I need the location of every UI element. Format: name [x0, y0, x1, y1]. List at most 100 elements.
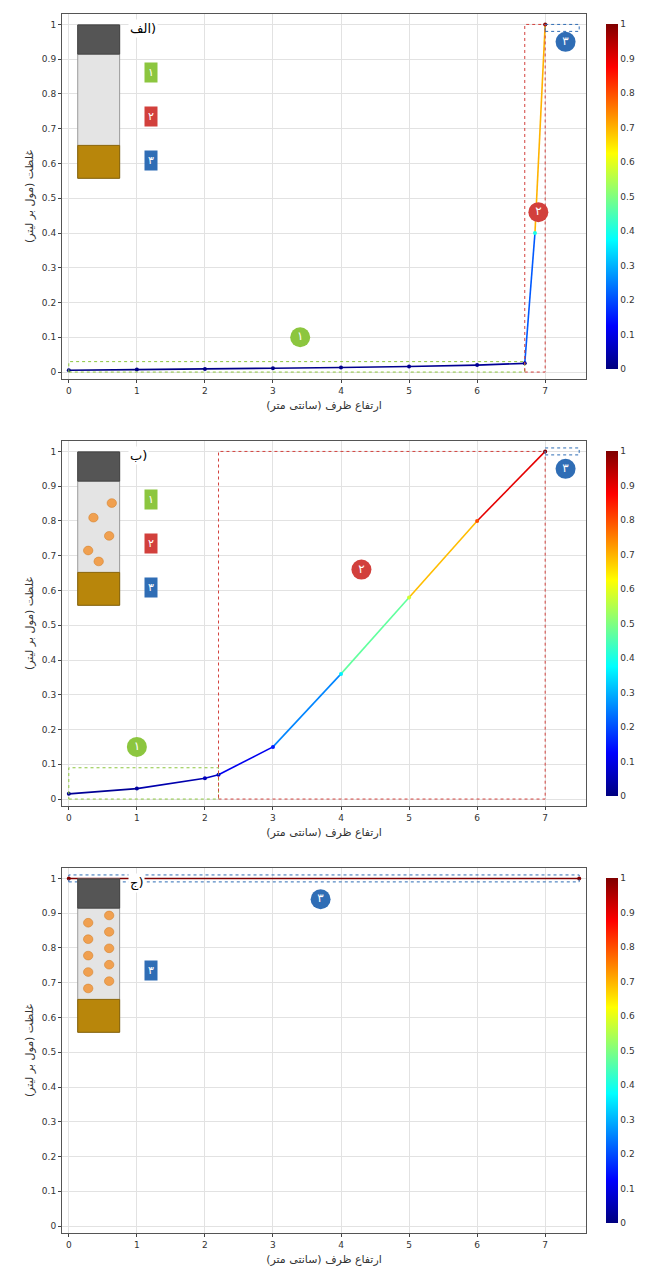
svg-text:۳: ۳ [317, 891, 324, 905]
svg-text:0.6: 0.6 [42, 586, 57, 596]
svg-text:1: 1 [50, 874, 56, 884]
svg-text:0.4: 0.4 [620, 226, 635, 236]
svg-text:0.1: 0.1 [42, 759, 56, 769]
svg-text:۱: ۱ [297, 329, 303, 343]
svg-text:0.5: 0.5 [620, 192, 634, 202]
svg-text:2: 2 [202, 386, 208, 396]
svg-text:0.7: 0.7 [42, 978, 56, 988]
svg-text:2: 2 [202, 813, 208, 823]
svg-text:7: 7 [542, 386, 548, 396]
svg-text:ج): ج) [130, 875, 143, 891]
svg-text:الف): الف) [130, 21, 156, 36]
svg-text:غلظت (مول بر لیتر): غلظت (مول بر لیتر) [23, 577, 36, 670]
svg-text:6: 6 [474, 386, 480, 396]
svg-text:0.4: 0.4 [620, 1080, 635, 1090]
svg-text:1: 1 [50, 20, 56, 30]
svg-text:0.9: 0.9 [42, 481, 57, 491]
svg-text:0.1: 0.1 [620, 757, 634, 767]
svg-text:1: 1 [134, 1240, 140, 1250]
svg-text:0.1: 0.1 [42, 1186, 56, 1196]
svg-text:0: 0 [50, 1221, 56, 1231]
svg-text:6: 6 [474, 1240, 480, 1250]
svg-text:1: 1 [620, 19, 626, 29]
svg-text:0.7: 0.7 [42, 124, 56, 134]
svg-text:0.4: 0.4 [620, 653, 635, 663]
svg-text:0.7: 0.7 [42, 551, 56, 561]
svg-text:۱: ۱ [148, 66, 154, 79]
svg-text:0.7: 0.7 [620, 123, 634, 133]
svg-text:4: 4 [338, 813, 344, 823]
svg-text:0.3: 0.3 [42, 263, 56, 273]
svg-text:0.9: 0.9 [42, 908, 57, 918]
svg-text:1: 1 [620, 446, 626, 456]
svg-text:0: 0 [50, 794, 56, 804]
svg-text:0: 0 [620, 791, 626, 801]
svg-text:0.1: 0.1 [620, 330, 634, 340]
svg-text:0: 0 [50, 367, 56, 377]
svg-text:4: 4 [338, 1240, 344, 1250]
svg-text:5: 5 [406, 813, 412, 823]
svg-text:2: 2 [202, 1240, 208, 1250]
svg-text:0.5: 0.5 [620, 619, 634, 629]
svg-text:1: 1 [134, 386, 140, 396]
svg-text:1: 1 [50, 447, 56, 457]
svg-text:0.2: 0.2 [620, 295, 634, 305]
svg-text:ارتفاع ظرف (سانتی متر): ارتفاع ظرف (سانتی متر) [266, 399, 382, 412]
svg-text:غلظت (مول بر لیتر): غلظت (مول بر لیتر) [23, 1004, 36, 1097]
svg-text:0.2: 0.2 [42, 298, 56, 308]
svg-text:1: 1 [134, 813, 140, 823]
svg-text:0.8: 0.8 [42, 89, 57, 99]
svg-text:0: 0 [66, 1240, 72, 1250]
svg-text:7: 7 [542, 1240, 548, 1250]
svg-text:0.4: 0.4 [42, 1082, 57, 1092]
svg-text:۲: ۲ [148, 110, 154, 123]
svg-text:0.2: 0.2 [42, 725, 56, 735]
svg-text:۳: ۳ [148, 154, 154, 167]
svg-text:0.6: 0.6 [620, 1011, 635, 1021]
svg-text:0.8: 0.8 [42, 943, 57, 953]
svg-text:0.5: 0.5 [42, 1047, 56, 1057]
svg-text:0.6: 0.6 [620, 157, 635, 167]
svg-text:۳: ۳ [562, 34, 569, 48]
svg-text:0.6: 0.6 [42, 1013, 57, 1023]
svg-text:4: 4 [338, 386, 344, 396]
svg-text:0: 0 [620, 1218, 626, 1228]
svg-text:0.2: 0.2 [620, 1149, 634, 1159]
svg-text:0.8: 0.8 [620, 515, 635, 525]
svg-text:0.1: 0.1 [620, 1184, 634, 1194]
svg-text:0: 0 [620, 364, 626, 374]
svg-text:5: 5 [406, 386, 412, 396]
svg-text:۳: ۳ [148, 964, 154, 977]
svg-text:0.2: 0.2 [42, 1152, 56, 1162]
svg-text:0.3: 0.3 [620, 688, 634, 698]
svg-text:0.2: 0.2 [620, 722, 634, 732]
svg-text:غلظت (مول بر لیتر): غلظت (مول بر لیتر) [23, 150, 36, 243]
svg-text:1: 1 [620, 873, 626, 883]
svg-text:۱: ۱ [148, 493, 154, 506]
svg-text:5: 5 [406, 1240, 412, 1250]
svg-text:0.4: 0.4 [42, 228, 57, 238]
svg-text:0.9: 0.9 [42, 54, 57, 64]
svg-text:0.3: 0.3 [620, 261, 634, 271]
svg-text:0.9: 0.9 [620, 54, 635, 64]
svg-text:0.7: 0.7 [620, 977, 634, 987]
svg-text:ارتفاع ظرف (سانتی متر): ارتفاع ظرف (سانتی متر) [266, 1253, 382, 1266]
svg-text:0.9: 0.9 [620, 481, 635, 491]
svg-text:0.3: 0.3 [620, 1115, 634, 1125]
svg-text:0.7: 0.7 [620, 550, 634, 560]
svg-text:0.6: 0.6 [620, 584, 635, 594]
svg-text:0.8: 0.8 [42, 516, 57, 526]
svg-text:0.5: 0.5 [620, 1046, 634, 1056]
svg-text:6: 6 [474, 813, 480, 823]
svg-text:3: 3 [270, 1240, 276, 1250]
svg-text:۲: ۲ [535, 204, 541, 218]
svg-text:0: 0 [66, 813, 72, 823]
svg-text:0.1: 0.1 [42, 332, 56, 342]
svg-text:0.5: 0.5 [42, 193, 56, 203]
svg-text:0.6: 0.6 [42, 159, 57, 169]
svg-text:0.9: 0.9 [620, 908, 635, 918]
svg-text:0.8: 0.8 [620, 88, 635, 98]
svg-text:0.8: 0.8 [620, 942, 635, 952]
svg-text:۲: ۲ [148, 537, 154, 550]
svg-text:۱: ۱ [134, 739, 140, 753]
